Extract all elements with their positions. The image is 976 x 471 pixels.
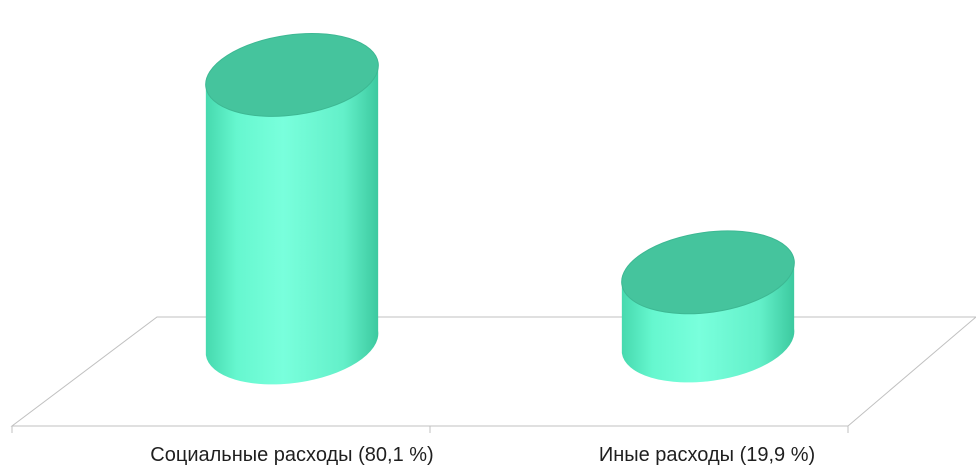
chart-floor	[10, 316, 976, 427]
bar-other-top	[621, 230, 795, 315]
category-label-other: Иные расходы (19,9 %)	[598, 444, 816, 466]
bar-social-top	[205, 33, 379, 117]
bar-social	[205, 33, 379, 385]
category-label-social: Социальные расходы (80,1 %)	[150, 444, 434, 466]
bar-other-body	[621, 260, 795, 383]
bar-other	[621, 230, 795, 383]
bar-social-body	[205, 62, 379, 385]
